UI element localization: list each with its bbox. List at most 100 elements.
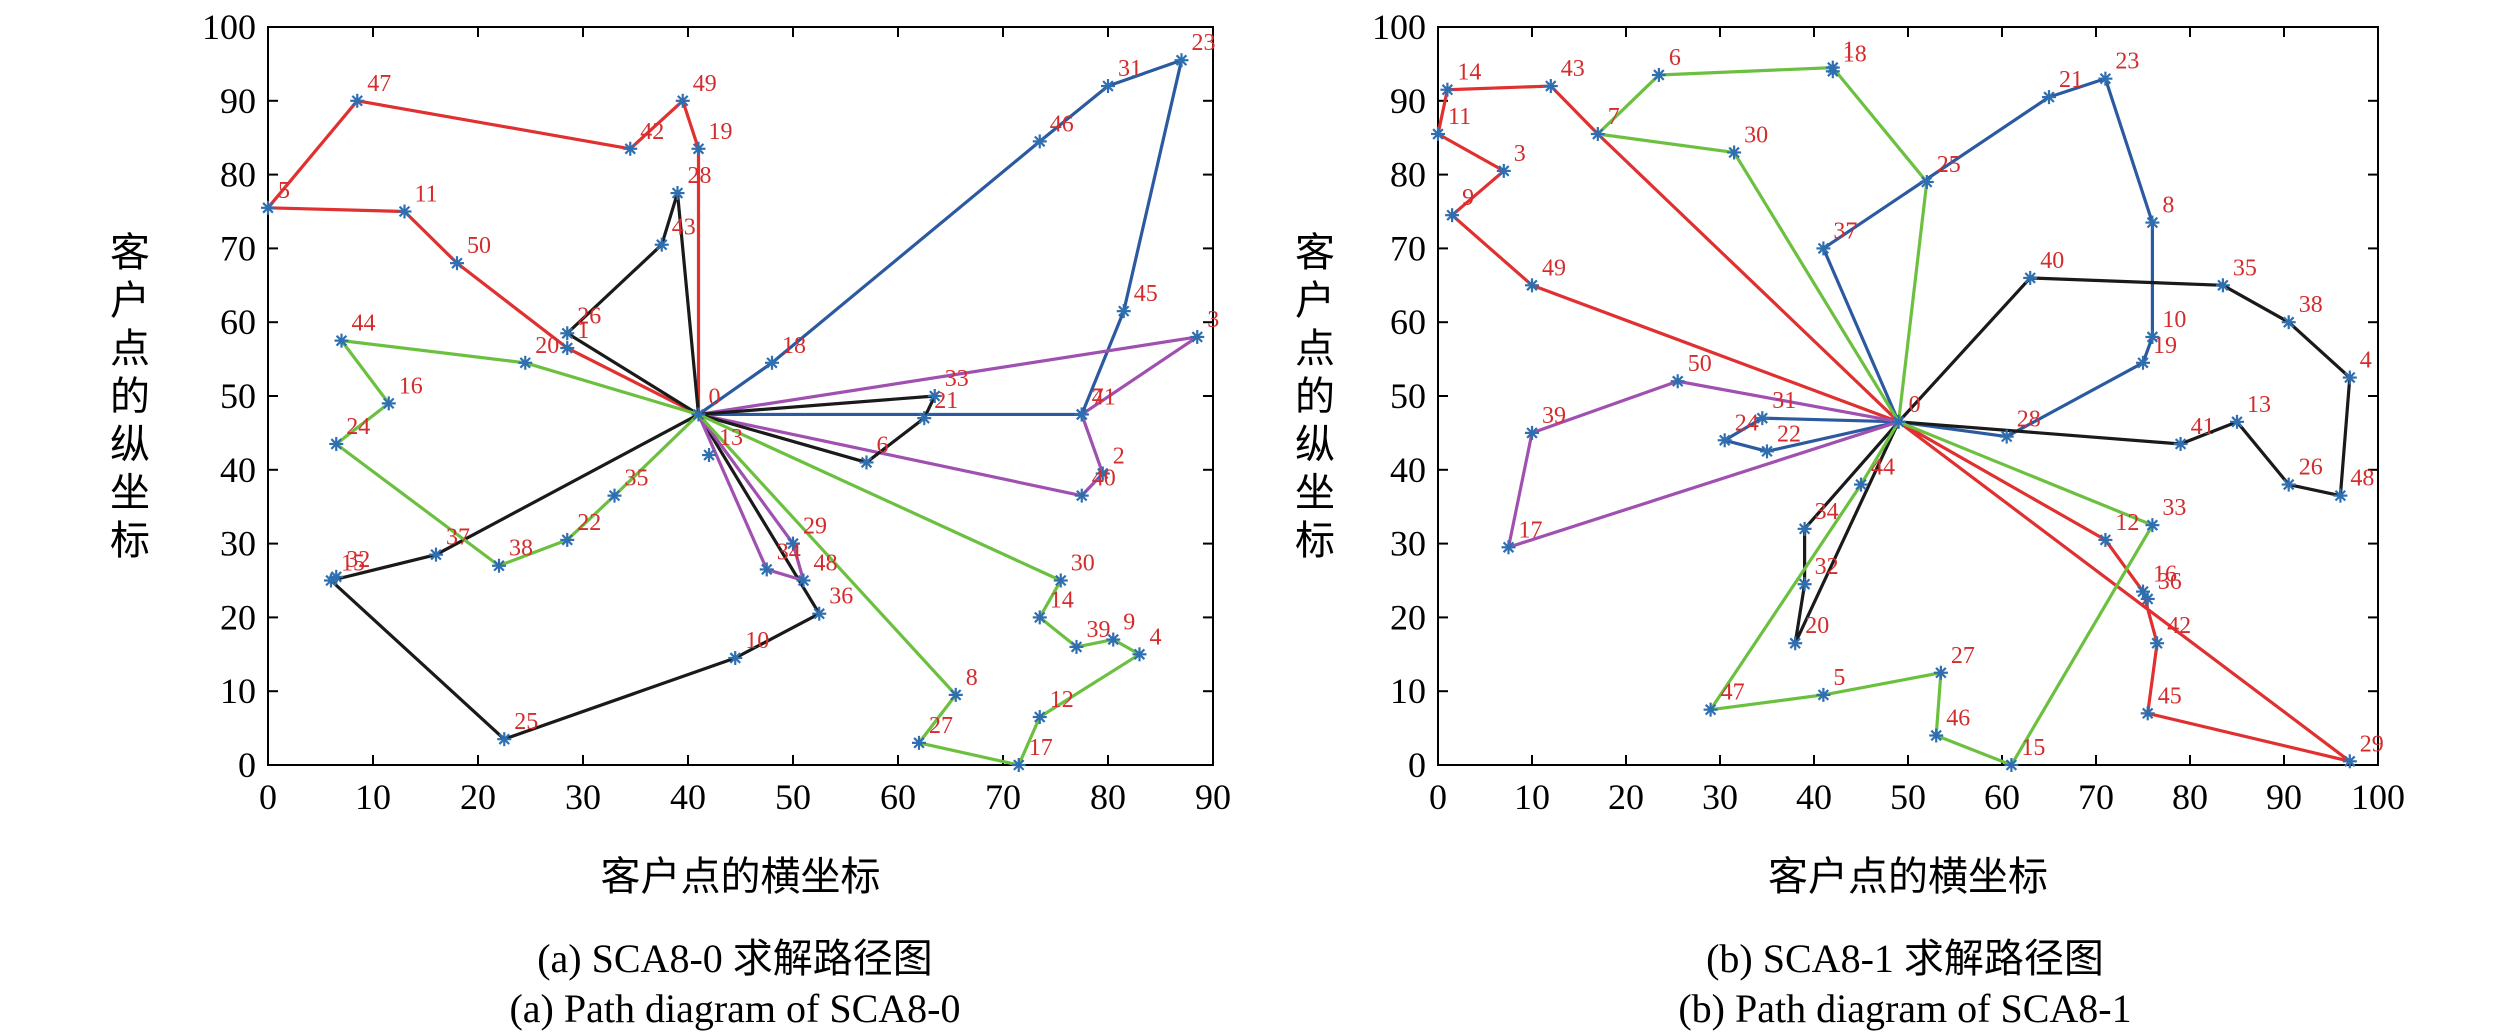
panel-b-point-label: 5 [1833, 665, 1845, 691]
panel-b-y-tick-label: 60 [1390, 302, 1426, 342]
panel-a-y-tick-label: 60 [220, 302, 256, 342]
panel-a-point-label: 6 [877, 432, 889, 458]
panel-b-customer-point-marker [2342, 754, 2357, 769]
panel-a-customer-point-marker [1074, 407, 1089, 422]
panel-b-customer-point-marker [2145, 518, 2160, 533]
panel-b-point-label: 27 [1951, 643, 1975, 669]
panel-b-point-label: 33 [2162, 495, 2186, 521]
panel-b-point-label: 11 [1448, 104, 1471, 130]
panel-b-customer-point-marker [1651, 67, 1666, 82]
panel-b-x-tick-label: 100 [2351, 777, 2405, 817]
panel-b-customer-point-marker [2140, 591, 2155, 606]
panel-a-x-axis-label: 客户点的横坐标 [601, 854, 881, 899]
panel-b-point-label: 37 [1833, 218, 1857, 244]
panel-a-point-label: 49 [693, 71, 717, 97]
panel-a-customer-point-marker [1053, 573, 1068, 588]
panel-a-y-tick-label: 20 [220, 597, 256, 637]
panel-b-customer-point-marker [1760, 444, 1774, 459]
panel-a-customer-point-marker [1032, 710, 1047, 725]
panel-b-customer-point-marker [2150, 636, 2165, 651]
panel-b-route-green [1708, 420, 2154, 767]
panel-b-caption-cn: (b) SCA8-1 求解路径图 [1706, 936, 2104, 981]
panel-b-customer-point-marker [1590, 127, 1605, 142]
panel-b-customer-point-marker [2136, 584, 2150, 599]
panel-b-customer-point-marker [1431, 127, 1445, 142]
panel-a-customer-point-marker [397, 204, 412, 219]
panel-a-point-label: 43 [672, 215, 696, 241]
panel-b-route-blue [1821, 77, 2154, 439]
panel-a-customer-point-marker [381, 396, 396, 411]
panel-b-point-label: 41 [2191, 414, 2215, 440]
panel-b-x-tick-label: 40 [1796, 777, 1832, 817]
panel-a-customer-point-marker [812, 606, 827, 621]
panel-a-point-label: 42 [640, 119, 664, 145]
panel-b-customer-point-marker [1440, 82, 1455, 97]
panel-a-point-label: 46 [1050, 111, 1074, 137]
panel-b-customer-point-marker [1919, 174, 1934, 189]
panel-a-customer-point-marker [350, 93, 365, 108]
panel-a-route-red [266, 99, 701, 417]
panel-a-route-purple [696, 335, 1199, 498]
panel-a-x-tick-label: 90 [1195, 777, 1231, 817]
panel-b-route-green [1596, 65, 1929, 424]
panel-a-point-label: 30 [1071, 551, 1095, 577]
panel-b-customer-point-marker [2145, 215, 2160, 230]
panel-a-x-tick-label: 30 [565, 777, 601, 817]
panel-b-point-label: 38 [2299, 292, 2323, 318]
panel-a-point-label: 13 [719, 425, 743, 451]
panel-a-point-label: 17 [1029, 735, 1053, 761]
panel-a-customer-point-marker [675, 93, 690, 108]
panel-a-customer-point-marker [912, 735, 926, 750]
panel-a-customer-point-marker [702, 448, 716, 463]
panel-b-point-label: 18 [1843, 41, 1867, 67]
panel-b-y-tick-label: 50 [1390, 376, 1426, 416]
panel-a-customer-point-marker [518, 355, 533, 370]
panel-a-point-label: 34 [777, 539, 801, 565]
panel-b-point-label: 35 [2233, 255, 2257, 281]
panel-a-point-label: 25 [514, 709, 538, 735]
panel-a-customer-point-marker [1106, 632, 1121, 647]
panel-a-y-tick-label: 80 [220, 155, 256, 195]
panel-a-point-label: 8 [966, 665, 978, 691]
panel-a-customer-point-marker [329, 569, 344, 584]
panel-b-point-label: 17 [1519, 517, 1543, 543]
panel-a-customer-point-marker [917, 411, 932, 426]
panel-b-caption-en: (b) Path diagram of SCA8-1 [1678, 986, 2131, 1031]
panel-a-point-label: 40 [1092, 466, 1116, 492]
panel-a-customer-point-marker [1069, 639, 1084, 654]
panel-b-point-label: 25 [1937, 152, 1961, 178]
panel-a-point-label: 31 [1118, 56, 1142, 82]
panel-b-x-tick-label: 30 [1702, 777, 1738, 817]
panel-b-y-tick-label: 80 [1390, 155, 1426, 195]
panel-a-x-tick-label: 10 [355, 777, 391, 817]
panel-b-point-label: 29 [2360, 731, 2384, 757]
panel-b-x-tick-label: 20 [1608, 777, 1644, 817]
panel-b-point-label: 43 [1561, 56, 1585, 82]
panel-a-customer-point-marker [691, 141, 706, 156]
panel-a-customer-point-marker [670, 186, 685, 201]
panel-a-x-tick-label: 0 [259, 777, 277, 817]
panel-a-x-tick-label: 50 [775, 777, 811, 817]
panel-b: (b) SCA8-1 求解路径图 (b) Path diagram of SCA… [1295, 7, 2405, 1031]
panel-b-point-label: 30 [1744, 122, 1768, 148]
panel-b-customer-point-marker [1797, 521, 1812, 536]
panel-b-y-axis-label: 客户点的纵坐标 [1295, 230, 1335, 563]
panel-a-point-label: 45 [1134, 281, 1158, 307]
panel-a-point-label: 16 [399, 373, 423, 399]
panel-a-customer-point-marker [786, 536, 800, 551]
panel-b-point-label: 32 [1815, 554, 1839, 580]
panel-b-customer-point-marker [1933, 665, 1948, 680]
panel-b-point-label: 40 [2040, 248, 2064, 274]
panel-b-customer-point-marker [1543, 79, 1558, 94]
panel-b-customer-point-marker [2281, 477, 2296, 492]
panel-a-customer-point-marker [560, 532, 575, 547]
panel-a-y-tick-label: 50 [220, 376, 256, 416]
panel-b-point-label: 4 [2360, 348, 2372, 374]
panel-a-customer-point-marker [796, 573, 811, 588]
panel-a-y-tick-label: 70 [220, 228, 256, 268]
panel-a-customer-point-marker [1174, 53, 1189, 68]
panel-b-customer-point-marker [1788, 636, 1803, 651]
panel-b-customer-point-marker [2145, 329, 2160, 344]
panel-a-customer-point-marker [1032, 610, 1047, 625]
panel-b-x-tick-label: 50 [1890, 777, 1926, 817]
